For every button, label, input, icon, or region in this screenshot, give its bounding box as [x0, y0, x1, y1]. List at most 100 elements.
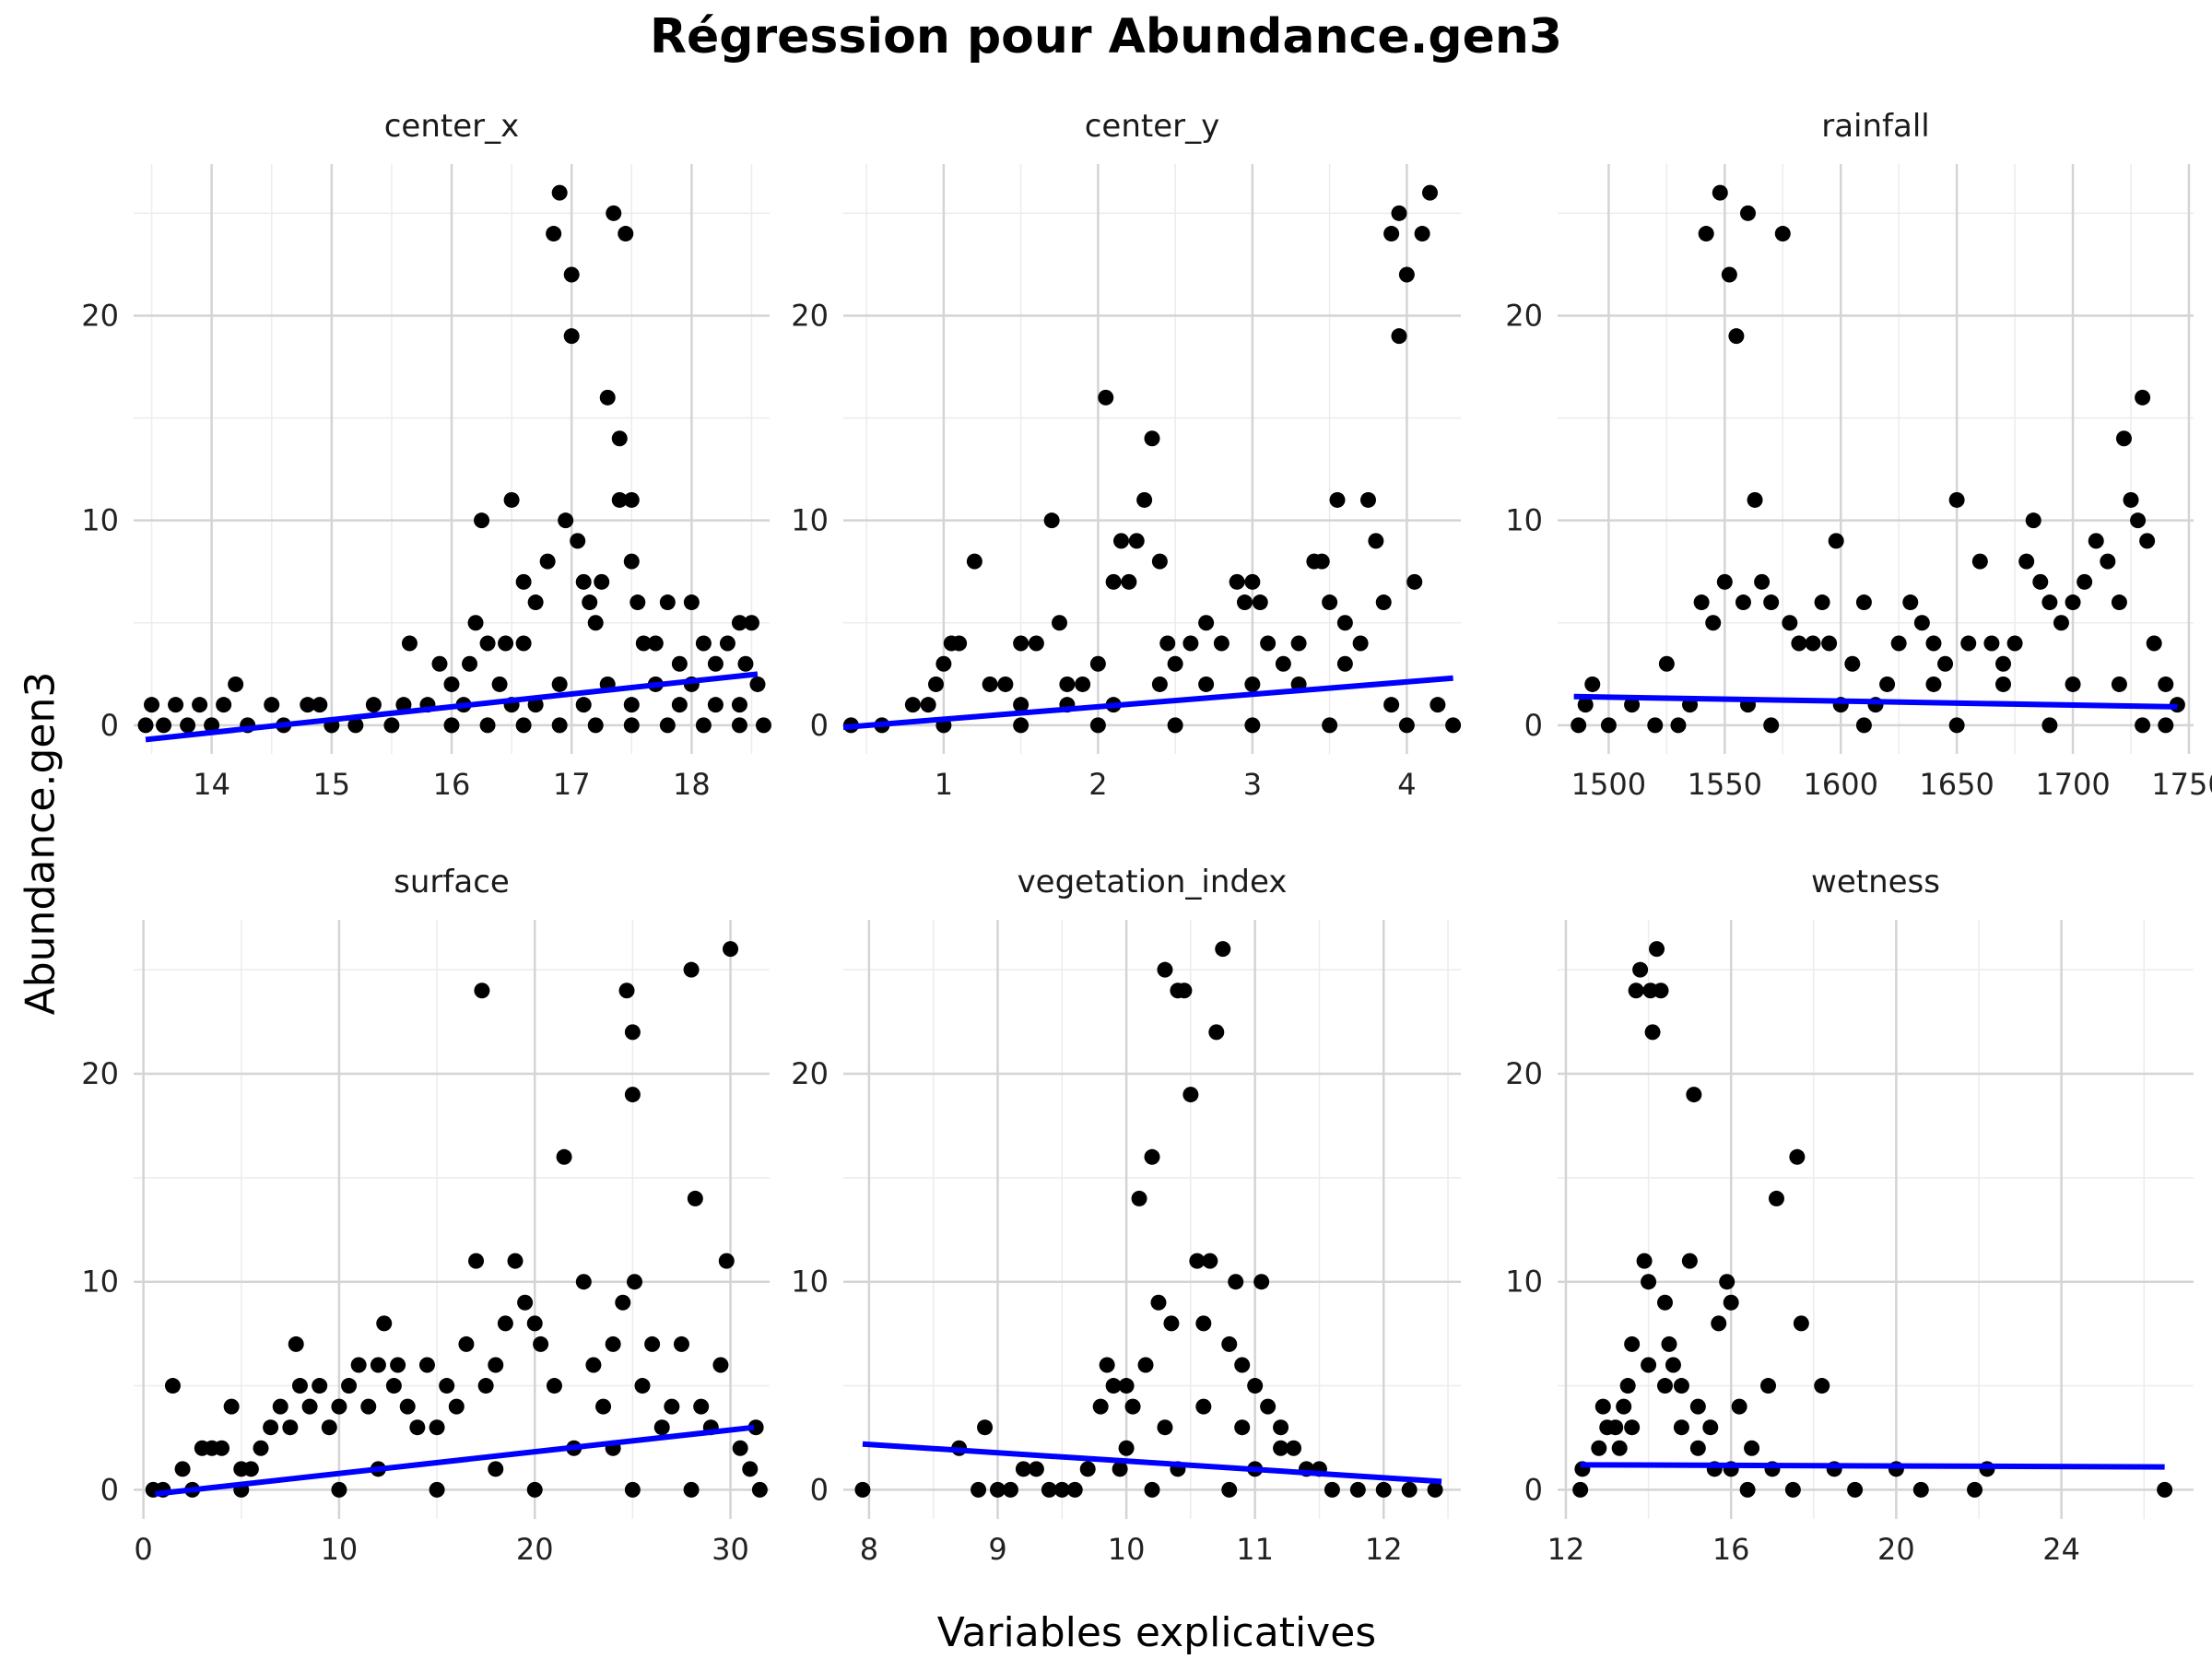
data-point: [1144, 1481, 1160, 1498]
data-point: [488, 1357, 504, 1373]
data-point: [671, 697, 688, 713]
data-point: [695, 717, 712, 734]
data-point: [659, 717, 676, 734]
x-tick-label: 2: [1088, 767, 1107, 802]
data-point: [1221, 1481, 1238, 1498]
data-point: [2130, 512, 2147, 529]
data-point: [594, 573, 610, 590]
data-point: [1322, 594, 1338, 611]
panel-strip-label: vegetation_index: [1018, 864, 1288, 900]
data-point: [546, 226, 562, 242]
data-point: [1628, 982, 1644, 999]
data-point: [997, 676, 1014, 692]
data-point: [1229, 573, 1245, 590]
x-tick-label: 1650: [1919, 767, 1994, 802]
data-point: [2088, 533, 2104, 549]
data-point: [1814, 1378, 1830, 1394]
data-point: [2077, 573, 2093, 590]
data-point: [321, 1419, 337, 1436]
data-point: [1744, 1440, 1760, 1456]
data-point: [1136, 491, 1153, 508]
y-tick-label: 20: [81, 1056, 119, 1091]
data-point: [606, 205, 622, 221]
data-point: [2123, 491, 2139, 508]
y-tick-label: 0: [100, 1472, 119, 1507]
data-point: [1244, 676, 1261, 692]
data-point: [551, 676, 568, 692]
data-point: [1059, 676, 1076, 692]
data-point: [1089, 655, 1106, 672]
data-point: [253, 1440, 269, 1456]
data-point: [1925, 635, 1942, 652]
data-point: [624, 1087, 641, 1103]
data-point: [2146, 635, 2162, 652]
data-point: [1391, 205, 1407, 221]
data-point: [1275, 655, 1291, 672]
data-point: [458, 1335, 475, 1352]
data-point: [1619, 1378, 1636, 1394]
data-point: [1731, 1398, 1747, 1415]
data-point: [2139, 533, 2156, 549]
data-point: [360, 1398, 377, 1415]
data-point: [1572, 1481, 1589, 1498]
data-point: [1215, 941, 1231, 958]
data-point: [1237, 594, 1253, 611]
data-point: [605, 1335, 621, 1352]
data-point: [1105, 573, 1122, 590]
panel-strip-label: wetness: [1811, 864, 1940, 900]
data-point: [365, 697, 382, 713]
data-point: [1616, 1398, 1632, 1415]
data-point: [331, 1398, 347, 1415]
x-tick-label: 9: [988, 1532, 1006, 1567]
data-point: [1089, 717, 1106, 734]
data-point: [990, 1481, 1006, 1498]
data-point: [1594, 1398, 1611, 1415]
data-point: [1661, 1335, 1677, 1352]
data-point: [517, 1294, 534, 1311]
x-tick-label: 1500: [1571, 767, 1646, 802]
data-point: [693, 1398, 710, 1415]
data-point: [144, 697, 160, 713]
y-tick-label: 20: [81, 298, 119, 333]
data-point: [570, 533, 586, 549]
data-point: [1028, 635, 1044, 652]
data-point: [1053, 1481, 1070, 1498]
data-point: [707, 697, 724, 713]
data-point: [1015, 1461, 1031, 1477]
data-point: [443, 676, 460, 692]
x-tick-label: 15: [312, 767, 350, 802]
data-point: [623, 491, 640, 508]
data-point: [1739, 205, 1756, 221]
data-point: [1624, 1419, 1641, 1436]
data-point: [1013, 697, 1030, 713]
data-point: [488, 1461, 504, 1477]
x-tick-label: 12: [1547, 1532, 1585, 1567]
data-point: [1902, 594, 1919, 611]
x-tick-label: 16: [1712, 1532, 1750, 1567]
data-point: [1157, 961, 1173, 978]
data-point: [1273, 1440, 1289, 1456]
data-point: [1247, 1378, 1264, 1394]
y-tick-label: 20: [1505, 298, 1543, 333]
data-point: [1768, 1190, 1784, 1206]
data-point: [1847, 1481, 1864, 1498]
data-point: [1252, 594, 1268, 611]
data-point: [1821, 635, 1838, 652]
data-point: [723, 941, 739, 958]
data-point: [1600, 717, 1617, 734]
y-tick-label: 10: [81, 1265, 119, 1300]
data-point: [474, 512, 490, 529]
data-point: [1075, 676, 1091, 692]
data-point: [1131, 1190, 1147, 1206]
data-point: [673, 1335, 689, 1352]
data-point: [1719, 1274, 1735, 1290]
data-point: [2018, 553, 2035, 570]
data-point: [491, 676, 508, 692]
data-point: [935, 655, 952, 672]
data-point: [1013, 717, 1030, 734]
data-point: [1890, 635, 1907, 652]
data-point: [587, 615, 604, 631]
data-point: [1324, 1481, 1340, 1498]
data-point: [263, 1419, 279, 1436]
data-point: [1041, 1481, 1057, 1498]
